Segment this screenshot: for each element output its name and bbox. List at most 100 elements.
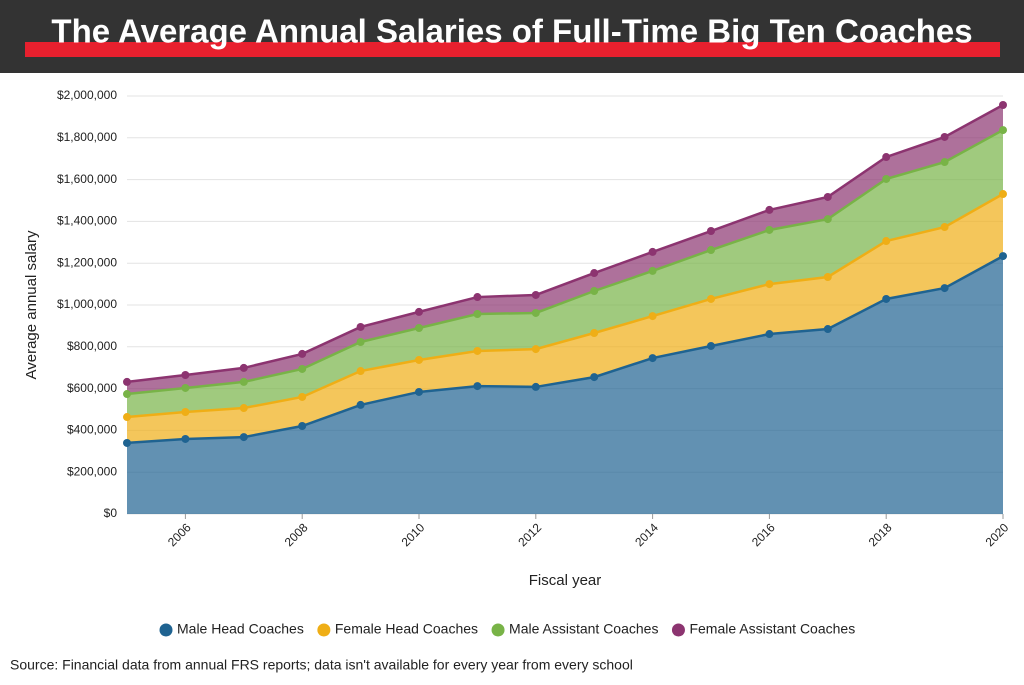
data-point	[298, 392, 307, 401]
data-point	[590, 286, 599, 295]
legend-swatch	[671, 623, 685, 637]
area-fill	[127, 256, 1003, 514]
y-tick-label: $0	[104, 506, 118, 520]
data-point	[823, 215, 832, 224]
data-point	[940, 284, 949, 293]
data-point	[648, 312, 657, 321]
data-point	[239, 363, 248, 372]
data-point	[181, 371, 190, 380]
area-fill	[127, 194, 1003, 443]
data-point	[415, 355, 423, 364]
data-point	[823, 325, 832, 334]
data-point	[239, 404, 248, 413]
data-point	[123, 377, 131, 386]
data-point	[415, 323, 423, 332]
legend-label: Male Head Coaches	[177, 621, 304, 637]
legend-label: Male Assistant Coaches	[509, 621, 658, 637]
data-point	[648, 266, 657, 275]
data-point	[707, 294, 715, 303]
legend: Male Head Coaches Female Head Coaches Male…	[159, 621, 855, 637]
data-point	[940, 158, 949, 167]
data-point	[181, 408, 190, 417]
data-point	[531, 308, 540, 317]
data-point	[473, 346, 482, 355]
series-line	[126, 128, 1004, 396]
data-point	[531, 345, 540, 354]
y-tick-label: $1,400,000	[57, 214, 117, 228]
data-point	[882, 174, 891, 183]
data-point	[707, 227, 715, 236]
title-underline	[25, 42, 1000, 57]
data-point	[298, 364, 307, 373]
data-point	[531, 382, 540, 391]
data-point	[473, 293, 482, 302]
y-tick-label: $1,200,000	[57, 255, 117, 269]
y-tick-label: $2,000,000	[57, 88, 117, 102]
data-point	[999, 252, 1007, 261]
data-point	[648, 247, 657, 256]
x-tick-label: 2020	[983, 520, 1012, 549]
y-tick-label: $1,800,000	[57, 130, 117, 144]
y-tick-label: $1,600,000	[57, 172, 117, 186]
chart-title: The Average Annual Salaries of Full-Time…	[51, 13, 972, 50]
y-tick-label: $600,000	[67, 381, 117, 395]
series-line	[126, 103, 1004, 384]
x-tick-label: 2012	[515, 520, 544, 549]
data-point	[531, 290, 540, 299]
x-tick-label: 2014	[632, 520, 661, 549]
legend-label: Female Assistant Coaches	[689, 621, 855, 637]
data-point	[239, 377, 248, 386]
data-point	[999, 100, 1007, 109]
x-tick-label: 2016	[749, 520, 778, 549]
series-line	[126, 254, 1004, 445]
x-tick-label: 2006	[165, 520, 194, 549]
data-point	[765, 225, 774, 234]
y-tick-label: $200,000	[67, 464, 117, 478]
plot-layer	[123, 100, 1007, 514]
header-bar	[0, 0, 1024, 73]
data-point	[356, 367, 365, 376]
x-tick-label: 2018	[866, 520, 895, 549]
data-point	[999, 190, 1007, 199]
data-point	[590, 329, 599, 338]
data-point	[765, 205, 774, 214]
data-point	[999, 126, 1007, 135]
data-point	[415, 307, 423, 316]
y-tick-label: $800,000	[67, 339, 117, 353]
data-point	[940, 132, 949, 141]
legend-swatch	[491, 623, 505, 637]
data-point	[415, 387, 423, 396]
data-point	[765, 280, 774, 289]
legend-swatch	[317, 623, 331, 637]
x-tick-label: 2008	[282, 520, 311, 549]
data-point	[181, 383, 190, 392]
data-point	[298, 349, 307, 358]
legend-label: Female Head Coaches	[335, 621, 478, 637]
data-point	[882, 153, 891, 162]
data-point	[473, 382, 482, 391]
data-point	[648, 354, 657, 363]
data-point	[823, 272, 832, 281]
data-point	[356, 322, 365, 331]
data-point	[123, 438, 131, 447]
data-point	[882, 294, 891, 303]
data-point	[123, 413, 131, 422]
y-tick-label: $400,000	[67, 423, 117, 437]
y-tick-label: $1,000,000	[57, 297, 117, 311]
data-point	[239, 433, 248, 442]
legend-swatch	[159, 623, 173, 637]
x-tick-label: 2010	[399, 520, 428, 549]
data-point	[356, 400, 365, 409]
source-note: Source: Financial data from annual FRS r…	[10, 657, 633, 673]
data-point	[707, 341, 715, 350]
data-point	[590, 373, 599, 382]
x-axis-title: Fiscal year	[529, 572, 602, 589]
series-line	[126, 192, 1004, 419]
data-point	[181, 434, 190, 443]
data-point	[473, 309, 482, 318]
data-point	[298, 422, 307, 431]
data-point	[823, 192, 832, 201]
data-point	[765, 330, 774, 339]
data-point	[123, 390, 131, 399]
